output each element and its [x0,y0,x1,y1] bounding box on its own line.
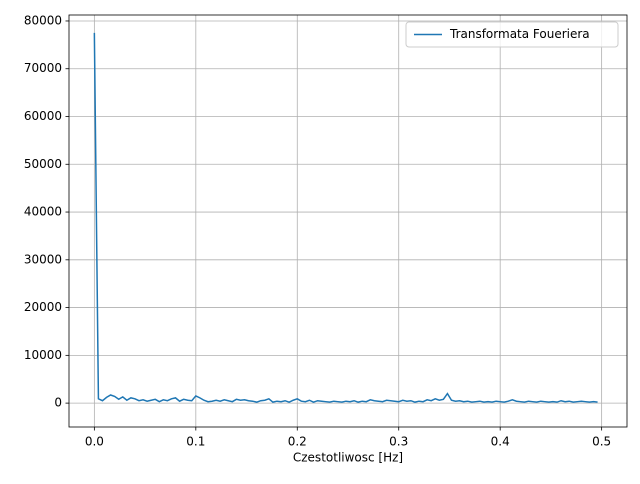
y-tick-label: 10000 [24,348,62,362]
x-tick-label: 0.4 [491,435,510,449]
x-tick-label: 0.3 [389,435,408,449]
x-tick-label: 0.2 [288,435,307,449]
x-tick-label: 0.1 [186,435,205,449]
line [93,32,598,403]
x-tick-label: 0.5 [592,435,611,449]
y-tick-label: 0 [54,396,62,410]
y-tick-label: 80000 [24,13,62,27]
legend-label: Transformata Foueriera [449,27,590,41]
y-tick-label: 60000 [24,109,62,123]
y-tick-label: 40000 [24,205,62,219]
y-tick-label: 30000 [24,252,62,266]
x-axis-label: Czestotliwosc [Hz] [293,451,403,465]
legend-box [405,21,619,48]
plot-frame [68,14,628,428]
y-tick-label: 70000 [24,61,62,75]
y-tick-label: 50000 [24,157,62,171]
y-tick-label: 20000 [24,300,62,314]
x-tick-label: 0.0 [85,435,104,449]
